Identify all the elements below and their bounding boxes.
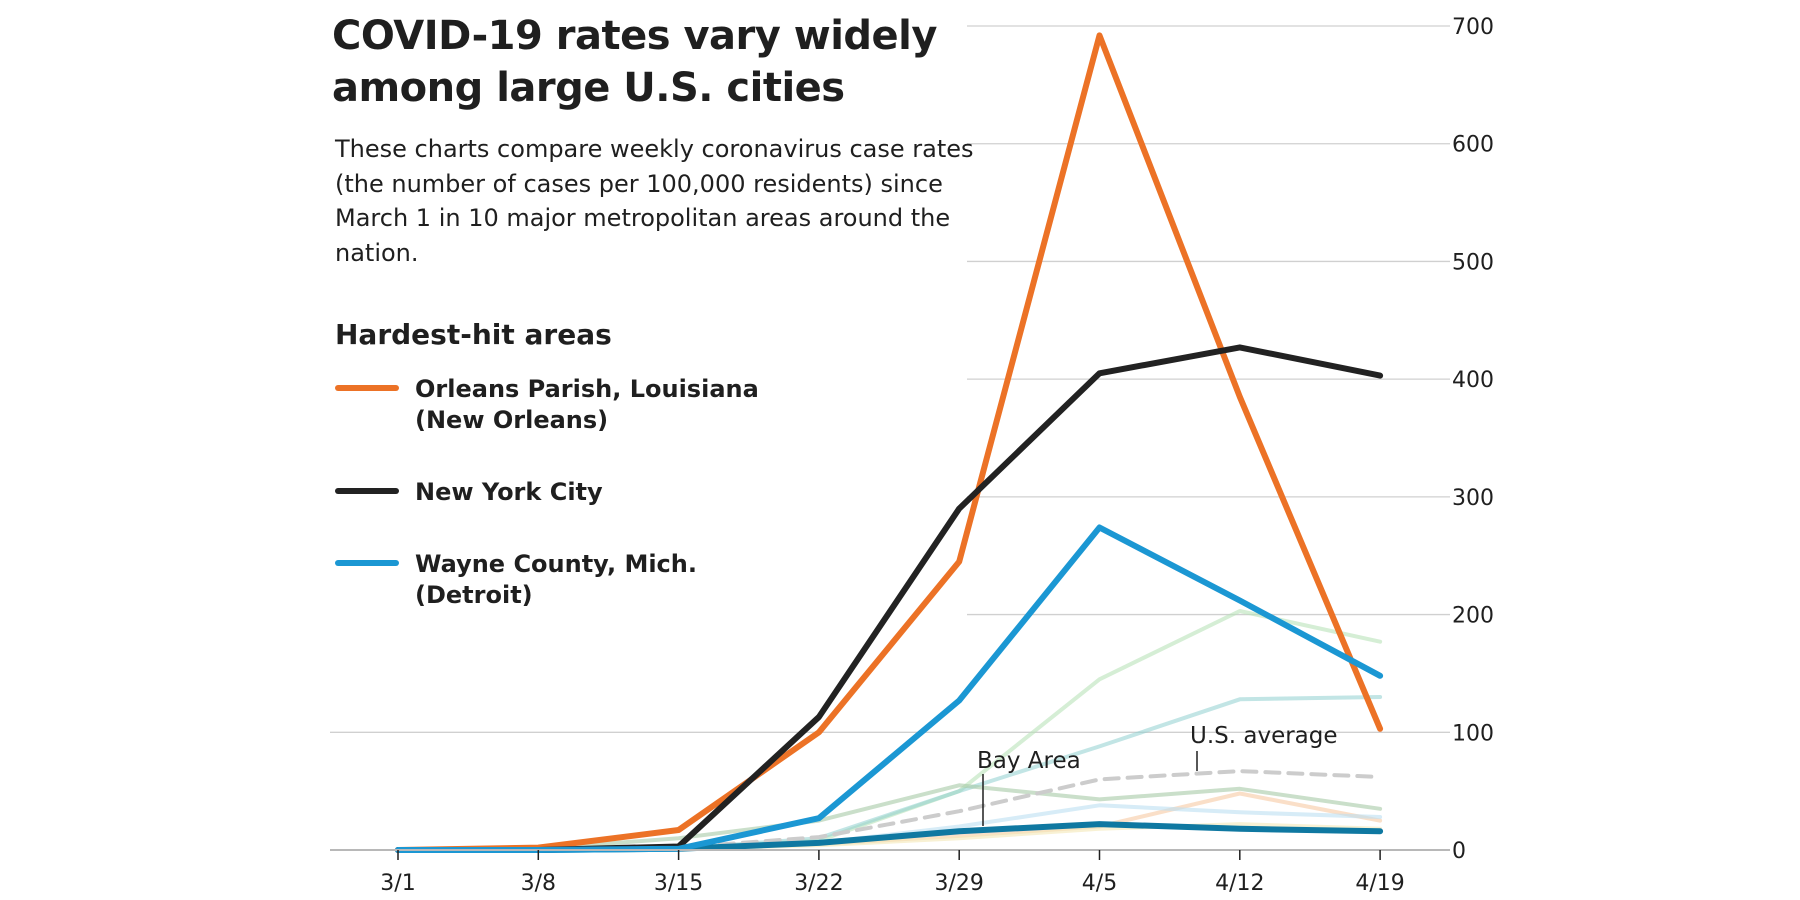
bay-area-label: Bay Area bbox=[977, 748, 1081, 774]
y-tick-label: 500 bbox=[1452, 250, 1494, 275]
us-average-label: U.S. average bbox=[1190, 723, 1338, 749]
y-tick-label: 100 bbox=[1452, 721, 1494, 746]
axes: 0 100 200 300 400 500 600 700 3/1 3/8 3/15 3/22 3/29… bbox=[330, 15, 1494, 896]
x-tick-label: 3/1 bbox=[380, 871, 415, 896]
y-tick-label: 600 bbox=[1452, 133, 1494, 158]
chart-subtitle: These charts compare weekly coronavirus … bbox=[335, 135, 974, 267]
legend-label-new-orleans: Orleans Parish, Louisiana (New Orleans) bbox=[415, 375, 759, 434]
y-tick-label: 200 bbox=[1452, 604, 1494, 629]
legend-swatch-new-orleans bbox=[335, 385, 399, 391]
x-tick-label: 4/12 bbox=[1215, 871, 1264, 896]
y-tick-label: 400 bbox=[1452, 368, 1494, 393]
y-tick-label: 300 bbox=[1452, 486, 1494, 511]
x-tick-label: 3/29 bbox=[934, 871, 983, 896]
x-tick-label: 3/22 bbox=[794, 871, 843, 896]
x-tick-label: 3/15 bbox=[654, 871, 703, 896]
legend-label-wayne-county: Wayne County, Mich. (Detroit) bbox=[415, 550, 697, 609]
gridlines bbox=[330, 25, 1450, 733]
y-tick-label: 0 bbox=[1452, 839, 1466, 864]
legend-label-new-york-city: New York City bbox=[415, 478, 603, 506]
x-tick-label: 4/19 bbox=[1355, 871, 1404, 896]
annotations: Bay Area U.S. average bbox=[977, 723, 1338, 826]
x-tick-label: 4/5 bbox=[1082, 871, 1117, 896]
chart-title: COVID-19 rates vary widely among large U… bbox=[332, 13, 937, 111]
series-line-new-orleans bbox=[395, 32, 1384, 853]
y-tick-label: 700 bbox=[1452, 15, 1494, 40]
legend-swatch-wayne-county bbox=[335, 560, 399, 566]
x-tick-label: 3/8 bbox=[521, 871, 556, 896]
legend-swatch-new-york-city bbox=[335, 488, 399, 494]
legend-title: Hardest-hit areas bbox=[335, 318, 612, 351]
